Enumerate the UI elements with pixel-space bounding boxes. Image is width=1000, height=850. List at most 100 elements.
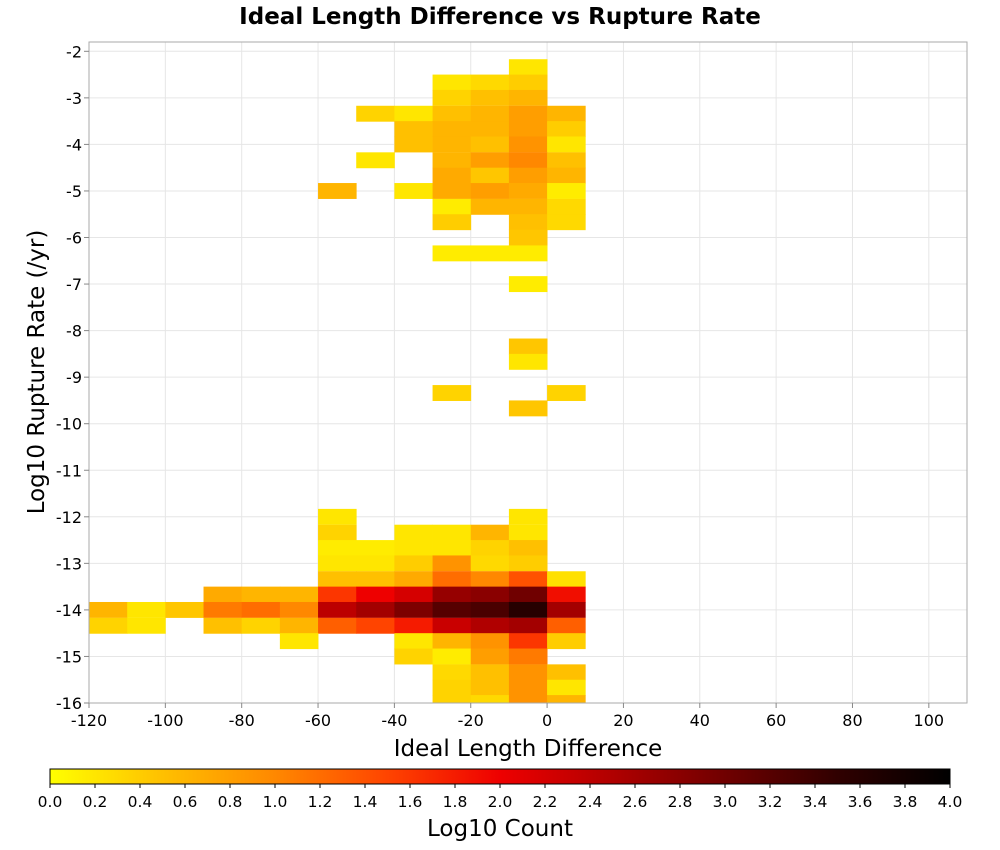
heatmap-cell (547, 183, 586, 199)
heatmap-cell (432, 524, 472, 541)
heatmap-cell (508, 167, 548, 184)
heatmap-cell (508, 695, 548, 704)
heatmap-cell (470, 152, 510, 169)
y-axis-ticks: -16 -15 -14 -13 -12 -11 -10 -9 -8 -7 -6 -5 -4 -3 -2 (56, 42, 89, 713)
colorbar-label: Log10 Count (427, 816, 573, 842)
heatmap-cell (394, 540, 433, 556)
heatmap-cell (547, 695, 586, 704)
colorbar-tick-label: 0.8 (218, 793, 243, 811)
plot-frame (88, 41, 968, 704)
heatmap-cell (470, 167, 510, 184)
heatmap-cell (470, 245, 510, 262)
heatmap-cell (547, 601, 586, 618)
heatmap-cell (432, 214, 472, 231)
colorbar-tick-label: 3.4 (803, 793, 828, 811)
heatmap-cell (547, 664, 586, 681)
heatmap-cell (547, 633, 586, 650)
heatmap-cell (394, 586, 433, 603)
x-tick-label: 0 (542, 711, 552, 730)
heatmap-cell (508, 214, 548, 231)
heatmap-cell (508, 664, 548, 681)
heatmap-cell (508, 353, 548, 370)
heatmap-cell (508, 198, 548, 215)
heatmap-cell (470, 601, 510, 618)
y-tick-label: -16 (56, 694, 82, 713)
heatmap-cell (203, 617, 243, 634)
heatmap-cell (547, 198, 586, 215)
heatmap-cell (470, 617, 510, 634)
heatmap-cell (356, 555, 395, 572)
heatmap-cell (432, 586, 472, 603)
y-tick-label: -10 (56, 415, 82, 434)
heatmap-cell (394, 648, 433, 665)
heatmap-cell (318, 540, 357, 556)
heatmap-cell (508, 183, 548, 199)
heatmap-cell (508, 524, 548, 541)
y-tick-label: -5 (66, 182, 82, 201)
x-tick-label: 80 (842, 711, 862, 730)
colorbar-tick-label: 3.6 (848, 793, 873, 811)
colorbar-tick-label: 2.8 (668, 793, 693, 811)
heatmap-cell (127, 617, 166, 634)
heatmap-cell (432, 89, 472, 106)
colorbar-tick-label: 0.2 (83, 793, 108, 811)
heatmap-cell (547, 571, 586, 588)
heatmap-cell (470, 198, 510, 215)
colorbar-tick-label: 3.0 (713, 793, 738, 811)
heatmap-cell (547, 679, 586, 696)
colorbar-tick-label: 2.0 (488, 793, 513, 811)
heatmap-cell (470, 664, 510, 681)
heatmap-cell (547, 167, 586, 184)
y-tick-label: -12 (56, 508, 82, 527)
heatmap-cell (432, 136, 472, 153)
heatmap-cell (203, 601, 243, 618)
x-tick-label: -20 (458, 711, 484, 730)
heatmap-cell (279, 617, 319, 634)
heatmap-cell (547, 586, 586, 603)
heatmap-cell (508, 245, 548, 262)
heatmap-cell (432, 601, 472, 618)
colorbar-tick-label: 1.4 (353, 793, 378, 811)
colorbar (49, 768, 951, 785)
heatmap-cell (470, 540, 510, 556)
colorbar-tick-label: 1.0 (263, 793, 288, 811)
x-tick-label: 100 (914, 711, 945, 730)
heatmap-cell (356, 617, 395, 634)
x-tick-label: 20 (613, 711, 633, 730)
heatmap-cell (547, 617, 586, 634)
heatmap-cell (508, 601, 548, 618)
heatmap-cell (508, 152, 548, 169)
heatmap-cell (508, 74, 548, 91)
heatmap-cell (394, 571, 433, 588)
heatmap-cell (432, 385, 472, 401)
heatmap-cell (394, 105, 433, 122)
heatmap-cell (470, 183, 510, 199)
heatmap-cell (165, 601, 204, 618)
heatmap-cell (547, 152, 586, 169)
heatmap-cell (508, 679, 548, 696)
colorbar-tick-label: 4.0 (938, 793, 963, 811)
heatmap-cell (394, 183, 433, 199)
heatmap-cell (508, 400, 548, 417)
x-axis-label: Ideal Length Difference (394, 736, 663, 762)
colorbar-tick-label: 1.8 (443, 793, 468, 811)
colorbar-tick-label: 3.8 (893, 793, 918, 811)
heatmap-cell (508, 136, 548, 153)
heatmap-cell (470, 571, 510, 588)
y-tick-label: -7 (66, 275, 82, 294)
heatmap-cell (470, 74, 510, 91)
colorbar-tick-label: 0.6 (173, 793, 198, 811)
heatmap-cell (470, 695, 510, 704)
y-tick-label: -6 (66, 229, 82, 248)
y-tick-label: -14 (56, 601, 82, 620)
heatmap-cell (470, 555, 510, 572)
heatmap-cell (279, 633, 319, 650)
heatmap-cell (432, 198, 472, 215)
heatmap-cell (547, 214, 586, 231)
colorbar-tick-label: 1.2 (308, 793, 333, 811)
chart-title: Ideal Length Difference vs Rupture Rate (239, 4, 761, 30)
y-tick-label: -8 (66, 322, 82, 341)
heatmap-cell (318, 555, 357, 572)
heatmap-cell (89, 601, 128, 618)
